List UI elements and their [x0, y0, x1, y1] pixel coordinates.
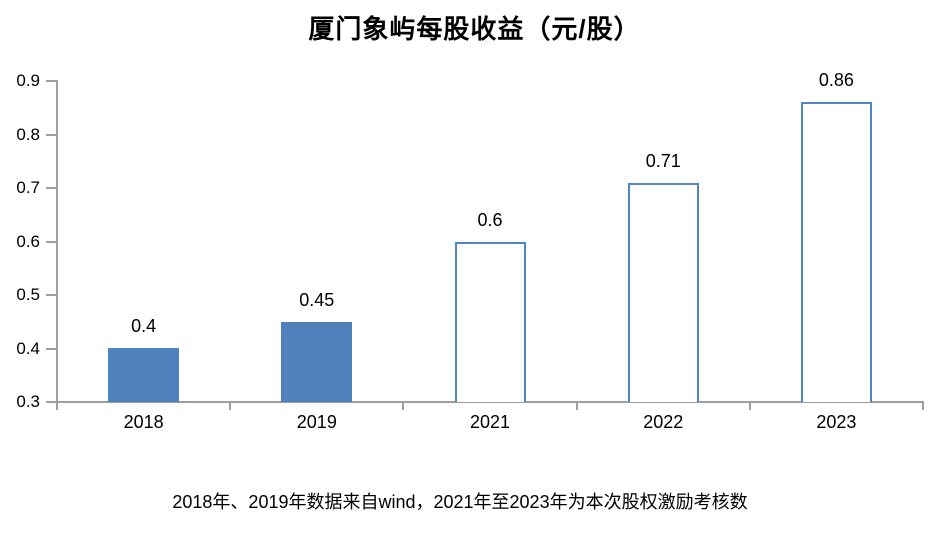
x-axis-line — [56, 401, 924, 403]
bar-value-label: 0.6 — [477, 210, 503, 230]
x-tick-mark — [748, 403, 751, 410]
x-tick-mark — [229, 403, 232, 410]
y-tick-mark — [46, 401, 57, 403]
y-tick-mark — [46, 133, 57, 136]
bar-2022 — [627, 183, 699, 402]
y-tick-mark — [46, 80, 57, 82]
bar-slot-2018: 0.4 — [57, 55, 230, 402]
bar-slot-2023: 0.86 — [750, 55, 923, 402]
y-tick-mark — [46, 187, 57, 189]
x-tick-mark — [56, 403, 58, 410]
x-axis-labels: 2018 2019 2021 2022 2023 — [57, 411, 923, 433]
bar-value-label: 0.86 — [818, 70, 854, 90]
bar-value-label: 0.45 — [299, 290, 335, 310]
y-tick-mark — [46, 347, 57, 350]
x-category-label: 2022 — [643, 412, 684, 432]
y-tick-label: 0.4 — [16, 338, 40, 358]
y-tick-label: 0.9 — [16, 71, 40, 90]
x-category-label: 2019 — [296, 412, 337, 432]
y-tick-label: 0.6 — [16, 231, 40, 251]
x-category-label: 2023 — [816, 412, 857, 432]
y-tick-label: 0.3 — [16, 392, 40, 411]
x-tick-mark — [575, 403, 578, 410]
bar-2023 — [800, 102, 872, 402]
bar-value-label: 0.71 — [645, 151, 681, 171]
y-axis-line — [56, 80, 58, 403]
chart-title: 厦门象屿每股收益（元/股） — [308, 14, 641, 44]
source-note: 2018年、2019年数据来自wind，2021年至2023年为本次股权激励考核… — [172, 492, 748, 512]
bar-2019 — [281, 322, 353, 402]
bar-slot-2019: 0.45 — [230, 55, 403, 402]
y-tick-mark — [46, 294, 57, 296]
bar-slot-2021: 0.6 — [403, 55, 576, 402]
plot-area: 0.4 0.45 0.6 0.71 0.86 — [57, 55, 923, 402]
y-tick-mark — [46, 240, 57, 243]
y-tick-label: 0.8 — [16, 124, 40, 144]
bar-slot-2022: 0.71 — [577, 55, 750, 402]
x-tick-mark — [922, 403, 924, 410]
x-category-label: 2021 — [469, 412, 511, 432]
y-tick-label: 0.5 — [16, 285, 40, 304]
bar-2021 — [454, 242, 526, 402]
bar-value-label: 0.4 — [131, 316, 157, 336]
x-category-label: 2018 — [123, 412, 164, 432]
x-tick-mark — [402, 403, 405, 410]
bar-2018 — [108, 348, 180, 402]
y-tick-label: 0.7 — [16, 178, 40, 197]
